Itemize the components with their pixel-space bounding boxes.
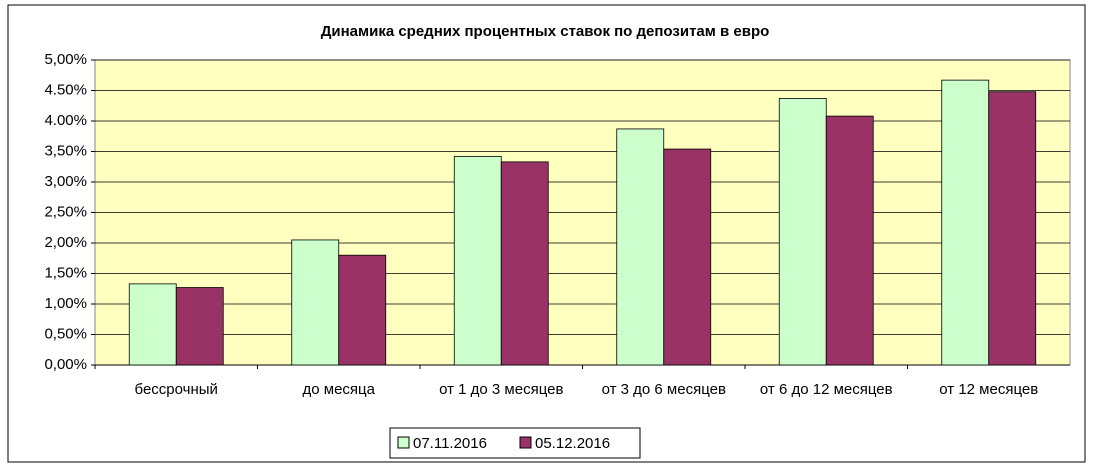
y-tick-label: 0,50%: [44, 325, 87, 342]
bar: [500, 161, 549, 366]
legend-box: [389, 427, 641, 459]
y-tick-label: 2,50%: [44, 203, 87, 220]
bar: [825, 115, 874, 366]
legend-swatch: [397, 436, 410, 449]
bar: [338, 254, 387, 366]
bar: [453, 155, 502, 366]
y-tick-label: 1,50%: [44, 264, 87, 281]
y-tick-label: 4.50%: [44, 81, 87, 98]
x-tick-label: бессрочный: [134, 381, 218, 398]
y-tick-label: 5,00%: [44, 51, 87, 68]
y-tick-label: 4.00%: [44, 112, 87, 129]
bar: [941, 79, 990, 366]
x-tick-label: от 12 месяцев: [939, 381, 1039, 398]
bar: [663, 148, 712, 366]
y-tick-label: 3,50%: [44, 142, 87, 159]
bar: [988, 91, 1037, 366]
x-tick-label: от 1 до 3 месяцев: [439, 381, 564, 398]
x-tick-label: от 3 до 6 месяцев: [601, 381, 726, 398]
y-tick-label: 0,00%: [44, 356, 87, 373]
legend-label: 05.12.2016: [535, 435, 610, 452]
x-tick-label: до месяца: [302, 381, 375, 398]
legend-label: 07.11.2016: [413, 435, 487, 452]
y-tick-label: 1,00%: [44, 295, 87, 312]
bar: [175, 287, 224, 366]
bar: [128, 283, 177, 366]
y-tick-label: 3,00%: [44, 173, 87, 190]
chart-title: Динамика средних процентных ставок по де…: [321, 23, 770, 40]
legend-swatch: [519, 436, 532, 449]
y-tick-label: 2,00%: [44, 234, 87, 251]
bar: [291, 239, 340, 366]
bar: [778, 98, 827, 366]
bar: [616, 128, 665, 366]
x-tick-label: от 6 до 12 месяцев: [759, 381, 893, 398]
